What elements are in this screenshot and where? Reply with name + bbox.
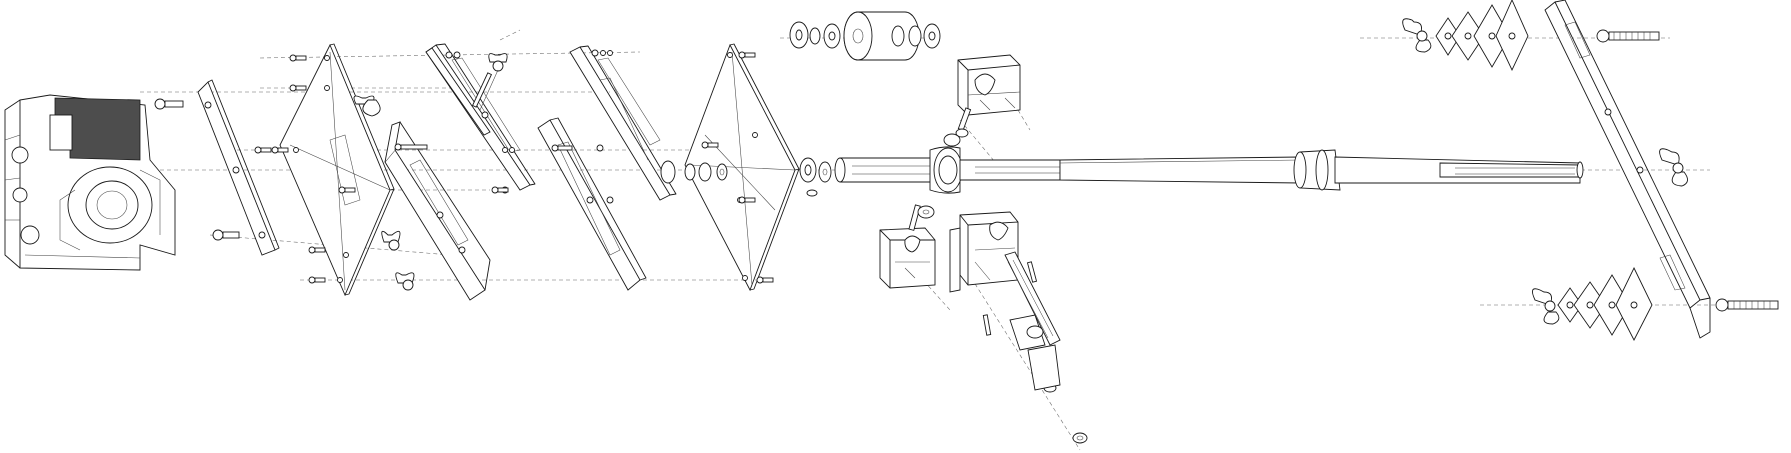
main-threaded-rod — [835, 134, 1583, 193]
mounting-plate-a — [280, 44, 394, 295]
wing-nut-3 — [396, 273, 414, 290]
quick-release-plate — [198, 80, 279, 255]
hex-bolt-2 — [213, 230, 239, 240]
thumb-knob-assembly — [790, 12, 940, 60]
clamp-block-lower-left — [880, 205, 935, 288]
lower-diamond-spacers — [1532, 268, 1652, 340]
wing-nut-lower-right — [1532, 289, 1558, 324]
hex-bolt-1 — [155, 99, 183, 109]
wing-nut-upper-right — [1403, 19, 1431, 52]
sliding-plate-a — [426, 44, 535, 193]
clamp-block-lower-right — [950, 212, 1018, 292]
wing-nut-rod-end — [1660, 149, 1688, 186]
upper-diamond-spacers — [1403, 0, 1528, 70]
side-screw-2 — [983, 315, 990, 335]
wing-nut-2 — [382, 231, 400, 250]
clamp-block-upper — [956, 55, 1020, 137]
clamp-screw-lower-left — [909, 205, 934, 230]
wing-nut-upper-a — [473, 54, 508, 110]
clamp-screw-upper — [956, 108, 971, 137]
bolt-lower-right — [1716, 299, 1778, 311]
bolt-upper-right — [1597, 30, 1659, 42]
camera-body — [5, 95, 175, 270]
